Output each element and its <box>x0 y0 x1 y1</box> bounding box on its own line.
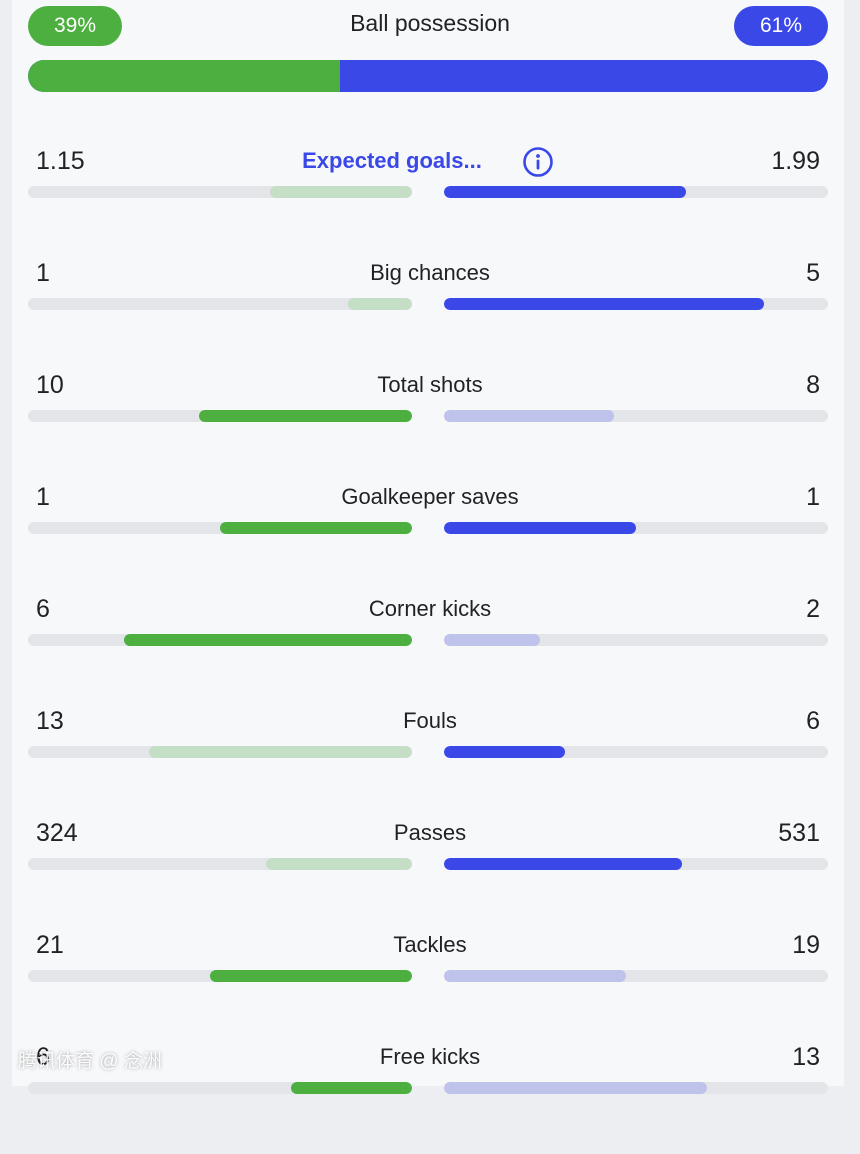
info-icon[interactable] <box>522 146 554 178</box>
away-bar-fill <box>444 186 686 198</box>
away-bar-fill <box>444 410 615 422</box>
home-value: 1 <box>36 483 50 511</box>
match-stats-card <box>12 0 844 1086</box>
away-bar-track <box>444 298 828 310</box>
home-possession-badge: 39% <box>28 6 122 46</box>
stat-row-fouls: 13 Fouls 6 <box>0 706 860 818</box>
away-possession-badge: 61% <box>734 6 828 46</box>
home-bar-fill <box>266 858 412 870</box>
home-value: 1.15 <box>36 147 85 175</box>
away-bar-fill <box>444 298 764 310</box>
home-bar-fill <box>124 634 412 646</box>
home-value: 324 <box>36 819 78 847</box>
away-bar-fill <box>444 522 636 534</box>
away-value: 1 <box>806 483 820 511</box>
away-bar-track <box>444 1082 828 1094</box>
home-bar-fill <box>198 410 412 422</box>
away-bar-track <box>444 522 828 534</box>
away-bar-fill <box>444 634 540 646</box>
home-bar-track <box>28 970 412 982</box>
home-value: 1 <box>36 259 50 287</box>
away-bar-track <box>444 410 828 422</box>
home-bar-fill <box>210 970 412 982</box>
home-bar-track <box>28 410 412 422</box>
stat-row-tackles: 21 Tackles 19 <box>0 930 860 1042</box>
home-bar-fill <box>347 298 412 310</box>
home-value: 6 <box>36 1043 50 1071</box>
away-value: 8 <box>806 371 820 399</box>
home-bar-fill <box>149 746 412 758</box>
home-value: 21 <box>36 931 64 959</box>
home-bar-track <box>28 634 412 646</box>
away-value: 6 <box>806 707 820 735</box>
possession-title: Ball possession <box>350 10 510 36</box>
away-value: 531 <box>778 819 820 847</box>
away-bar-track <box>444 858 828 870</box>
home-bar-track <box>28 1082 412 1094</box>
home-bar-track <box>28 298 412 310</box>
stat-label: Corner kicks <box>368 596 492 621</box>
home-bar-track <box>28 858 412 870</box>
away-bar-track <box>444 970 828 982</box>
away-bar-track <box>444 746 828 758</box>
home-bar-fill <box>269 186 412 198</box>
stat-row-total-shots: 10 Total shots 8 <box>0 370 860 482</box>
possession-bar-home <box>28 60 340 92</box>
stat-row-corner-kicks: 6 Corner kicks 2 <box>0 594 860 706</box>
stat-label: Fouls <box>403 708 457 733</box>
home-bar-track <box>28 522 412 534</box>
watermark: 腾讯体育 @ 念洲 <box>18 1051 162 1072</box>
home-bar-track <box>28 186 412 198</box>
away-bar-track <box>444 634 828 646</box>
home-bar-fill <box>290 1082 412 1094</box>
away-bar-fill <box>444 858 683 870</box>
possession-bar <box>28 60 828 92</box>
away-value: 2 <box>806 595 820 623</box>
away-bar-fill <box>444 1082 707 1094</box>
stat-row-goalkeeper-saves: 1 Goalkeeper saves 1 <box>0 482 860 594</box>
away-bar-fill <box>444 746 566 758</box>
stat-label: Total shots <box>377 372 483 397</box>
stat-label: Passes <box>393 820 467 845</box>
home-value: 13 <box>36 707 64 735</box>
stat-row-big-chances: 1 Big chances 5 <box>0 258 860 370</box>
stat-label: Big chances <box>370 260 490 285</box>
away-value: 19 <box>792 931 820 959</box>
stat-label: Tackles <box>393 932 467 957</box>
home-value: 10 <box>36 371 64 399</box>
home-value: 6 <box>36 595 50 623</box>
stat-row-expected-goals: 1.15 Expected goals... 1.99 <box>0 146 860 258</box>
possession-bar-away <box>340 60 828 92</box>
home-bar-fill <box>220 522 412 534</box>
away-value: 13 <box>792 1043 820 1071</box>
stat-row-passes: 324 Passes 531 <box>0 818 860 930</box>
stat-label: Free kicks <box>379 1044 481 1069</box>
stat-label: Goalkeeper saves <box>341 484 519 509</box>
home-bar-track <box>28 746 412 758</box>
stat-label[interactable]: Expected goals... <box>302 148 482 173</box>
away-bar-fill <box>444 970 627 982</box>
away-bar-track <box>444 186 828 198</box>
away-value: 1.99 <box>771 147 820 175</box>
away-value: 5 <box>806 259 820 287</box>
